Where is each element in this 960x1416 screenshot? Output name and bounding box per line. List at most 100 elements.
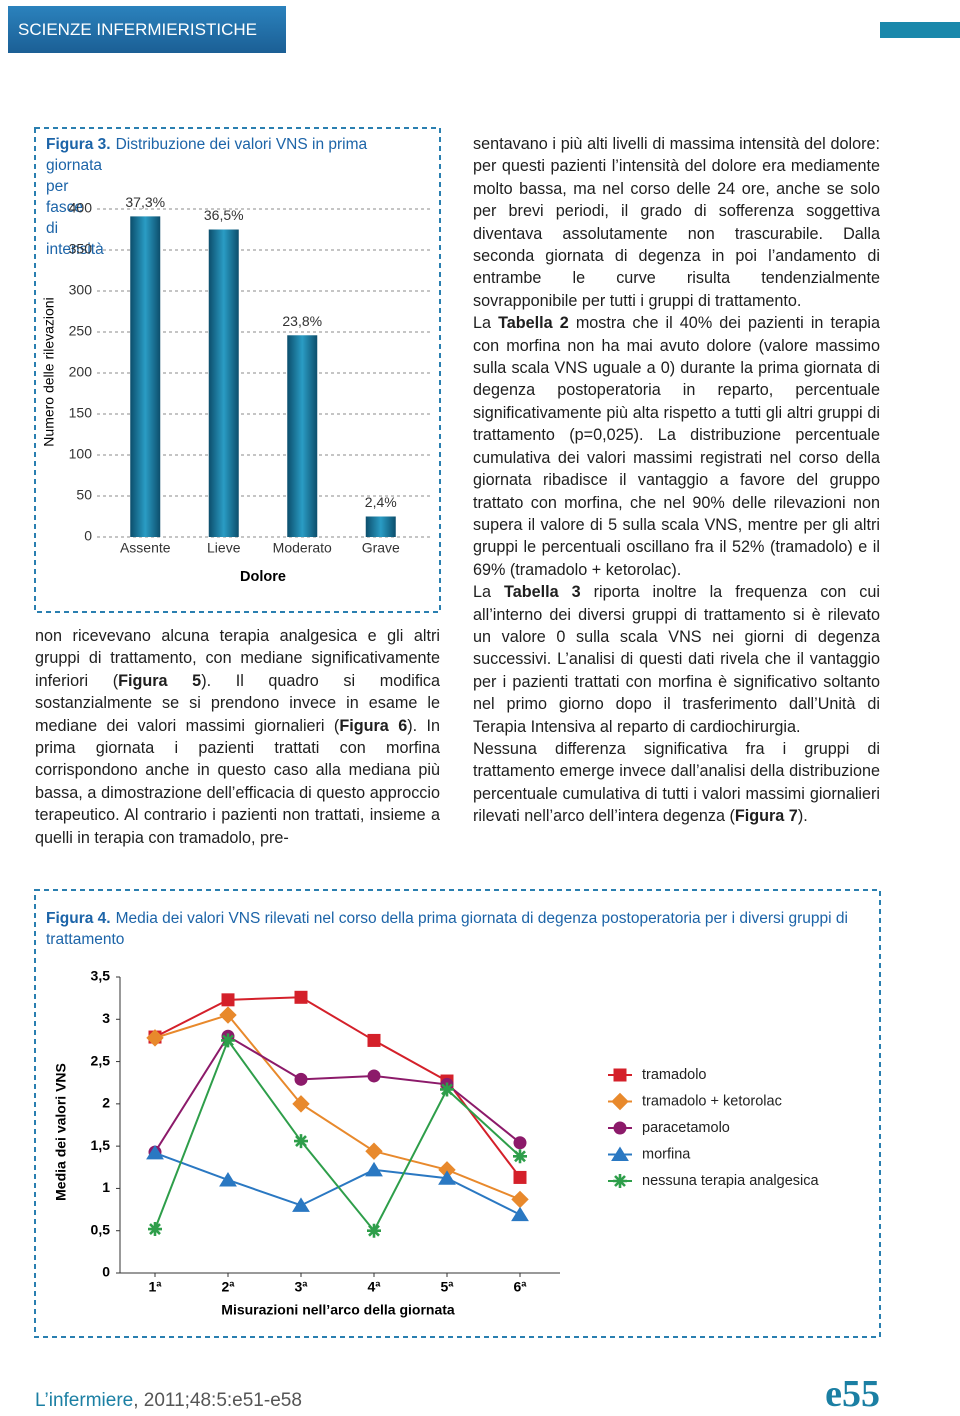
x-axis-label: Misurazioni nell’arco della giornata — [221, 1302, 455, 1318]
text-run: non ricevevano alcuna terapia analgesica… — [35, 627, 440, 690]
x-axis-label: Dolore — [240, 569, 286, 585]
paragraph: Nessuna differenza significativa fra i g… — [473, 738, 880, 828]
marker — [613, 1068, 627, 1082]
reference: Figura 5 — [118, 671, 202, 690]
x-tick-label: Grave — [362, 540, 400, 556]
marker — [513, 1136, 527, 1150]
text-run: ). In prima giornata i pazienti trattati… — [35, 716, 440, 847]
marker — [613, 1121, 627, 1135]
text-run: mostra che il 40% dei pazienti in terapi… — [473, 314, 880, 579]
marker — [221, 993, 235, 1007]
figure-caption: Figura 4. Media dei valori VNS rilevati n… — [46, 910, 848, 948]
y-tick-label: 400 — [69, 200, 93, 216]
bar — [365, 516, 396, 537]
marker — [148, 1222, 162, 1237]
y-tick-label: 3 — [102, 1010, 110, 1026]
y-axis-label: Numero delle rilevazioni — [41, 297, 57, 446]
bar — [130, 216, 161, 537]
y-tick-label: 0 — [84, 528, 92, 544]
text-run: ). — [797, 807, 808, 826]
series-line — [154, 1034, 521, 1153]
marker — [511, 1206, 529, 1222]
paragraph: sentavano i più alti livelli di massima … — [473, 133, 880, 312]
y-tick-label: 150 — [69, 405, 93, 421]
figure-title-line: di — [46, 220, 58, 237]
y-tick-label: 2 — [102, 1095, 110, 1111]
y-tick-label: 200 — [69, 364, 93, 380]
figure-title-line: fasce — [46, 199, 83, 216]
marker — [292, 1095, 310, 1113]
reference: Figura 6 — [339, 716, 408, 735]
legend-label: nessuna terapia analgesica — [642, 1173, 819, 1189]
marker — [613, 1174, 627, 1188]
figure-label: Figura 3. — [46, 136, 111, 153]
marker — [294, 1072, 308, 1086]
paragraph: non ricevevano alcuna terapia analgesica… — [35, 625, 440, 849]
figure-title-line: intensità — [46, 241, 104, 258]
text-run: La — [473, 314, 499, 333]
reference: Tabella 2 — [498, 314, 569, 333]
marker — [294, 990, 308, 1004]
y-tick-label: 1 — [102, 1179, 110, 1195]
header-bar — [880, 22, 960, 38]
marker — [219, 1172, 237, 1187]
marker — [365, 1142, 383, 1160]
section-header: SCIENZE INFERMIERISTICHE — [8, 6, 286, 53]
y-tick-label: 3,5 — [91, 968, 111, 984]
text-run: riporta inoltre la frequenza con cui all… — [473, 583, 880, 736]
reference: Tabella 3 — [504, 583, 581, 602]
x-tick-label: 3ª — [295, 1279, 309, 1295]
marker — [146, 1144, 164, 1160]
x-tick-label: Lieve — [207, 540, 241, 556]
journal: L’infermiere — [35, 1390, 134, 1411]
y-tick-label: 250 — [69, 323, 93, 339]
y-tick-label: 100 — [69, 446, 93, 462]
figure-label: Figura 4. — [46, 910, 111, 927]
bar — [208, 229, 239, 537]
x-tick-label: Moderato — [273, 540, 332, 556]
page-number: e55 — [825, 1373, 880, 1415]
y-tick-label: 350 — [69, 241, 93, 257]
text-run: ). Il quadro si modifica sostanzialmente… — [35, 671, 441, 735]
x-tick-label: 2ª — [222, 1279, 236, 1295]
figure-title-line: trattamento — [46, 931, 124, 948]
marker — [438, 1170, 456, 1185]
marker — [365, 1161, 383, 1177]
marker — [440, 1082, 454, 1097]
figure-frame — [34, 127, 441, 613]
reference: Figura 7 — [734, 807, 798, 826]
marker — [513, 1170, 527, 1184]
figure-title: Media dei valori VNS rilevati nel corso … — [116, 910, 848, 927]
marker — [367, 1069, 381, 1083]
bar — [287, 335, 318, 537]
legend-label: tramadolo — [642, 1067, 706, 1083]
text-run: sentavano i più alti livelli di massima … — [473, 135, 880, 310]
marker — [611, 1146, 629, 1161]
marker — [367, 1223, 381, 1238]
marker — [513, 1149, 527, 1164]
x-tick-label: 1ª — [149, 1279, 163, 1295]
marker — [294, 1134, 308, 1149]
figure-title-line: giornata — [46, 157, 102, 174]
text-run: Nessuna differenza significativa fra i g… — [473, 739, 880, 826]
marker — [219, 1006, 237, 1024]
marker — [221, 1033, 235, 1048]
y-tick-label: 0 — [102, 1264, 110, 1280]
x-tick-label: 4ª — [368, 1279, 382, 1295]
x-tick-label: 5ª — [441, 1279, 455, 1295]
text-column: sentavano i più alti livelli di massima … — [473, 133, 880, 828]
y-tick-label: 0,5 — [91, 1221, 111, 1237]
bar-annotation: 36,5% — [204, 207, 244, 223]
paragraph: La Tabella 2 mostra che il 40% dei pazie… — [473, 312, 880, 581]
paragraph: La Tabella 3 riporta inoltre la frequenz… — [473, 581, 880, 738]
marker — [511, 1190, 529, 1209]
marker — [367, 1033, 381, 1047]
figure-caption: Figura 3. Distribuzione dei valori VNS in… — [46, 136, 368, 258]
marker — [146, 1029, 164, 1047]
y-tick-label: 300 — [69, 282, 93, 298]
bar-annotation: 23,8% — [282, 313, 322, 329]
text-column: non ricevevano alcuna terapia analgesica… — [35, 625, 440, 849]
y-tick-label: 50 — [76, 487, 92, 503]
text-run: La — [473, 583, 505, 602]
